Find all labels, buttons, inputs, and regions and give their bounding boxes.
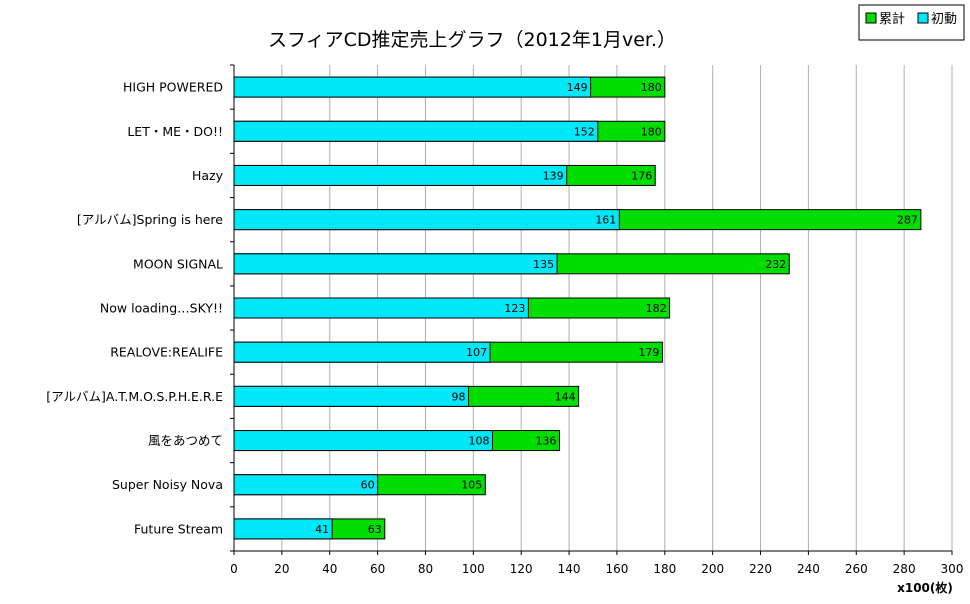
x-tick-label-300: 300 (941, 562, 964, 576)
x-tick-label-100: 100 (462, 562, 485, 576)
x-tick-label-180: 180 (653, 562, 676, 576)
bars (233, 76, 922, 540)
x-tick-label-240: 240 (797, 562, 820, 576)
x-tick-label-280: 280 (893, 562, 916, 576)
x-axis-unit-label: x100(枚) (897, 580, 953, 595)
data-label-first-week: 149 (567, 81, 588, 94)
data-label-total: 176 (631, 169, 652, 182)
bar-first-week (233, 209, 620, 231)
category-label: [アルバム]Spring is here (77, 212, 223, 227)
category-label: LET・ME・DO!! (127, 124, 223, 139)
x-tick-label-0: 0 (230, 562, 238, 576)
x-tick-label-60: 60 (370, 562, 385, 576)
bar-first-week (233, 474, 379, 496)
bar-first-week (233, 341, 491, 363)
category-label: HIGH POWERED (123, 80, 223, 95)
x-tick-label-20: 20 (274, 562, 289, 576)
chart-title: スフィアCD推定売上グラフ（2012年1月ver.） (268, 29, 676, 51)
category-label: MOON SIGNAL (133, 256, 223, 271)
category-label: [アルバム]A.T.M.O.S.P.H.E.R.E (46, 389, 223, 404)
category-label: Now loading…SKY!! (100, 301, 223, 316)
x-tick-label-200: 200 (701, 562, 724, 576)
data-label-total: 180 (641, 81, 662, 94)
data-label-first-week: 41 (315, 523, 329, 536)
data-label-first-week: 107 (466, 346, 487, 359)
x-tick-label-80: 80 (418, 562, 433, 576)
data-label-total: 63 (368, 523, 382, 536)
category-label: Future Stream (134, 521, 223, 536)
category-label: Hazy (192, 168, 224, 183)
bar-first-week (233, 164, 568, 186)
data-label-total: 136 (535, 435, 556, 448)
bar-first-week (233, 430, 493, 452)
x-tick-label-160: 160 (605, 562, 628, 576)
data-label-total: 144 (555, 390, 576, 403)
x-tick-label-40: 40 (322, 562, 337, 576)
legend-label-first-week: 初動 (931, 12, 957, 27)
legend-swatch-total (865, 12, 877, 24)
x-tick-label-140: 140 (558, 562, 581, 576)
category-label: 風をあつめて (148, 433, 223, 448)
bar-first-week (233, 120, 599, 142)
legend: 累計 初動 (858, 4, 965, 41)
data-label-first-week: 108 (468, 435, 489, 448)
data-label-first-week: 60 (361, 479, 375, 492)
labels: 0 20 40 60 80 100 120 140 160 180 200 220 240 260 280 3… (46, 80, 963, 576)
bar-first-week (233, 253, 558, 275)
data-label-total: 182 (646, 302, 667, 315)
category-label: REALOVE:REALIFE (110, 345, 223, 360)
data-label-first-week: 123 (504, 302, 525, 315)
data-label-total: 232 (765, 258, 786, 271)
axes (230, 64, 953, 555)
legend-label-total: 累計 (879, 11, 905, 27)
data-label-total: 287 (897, 214, 918, 227)
x-tick-label-220: 220 (749, 562, 772, 576)
bar-first-week (233, 385, 470, 407)
data-label-first-week: 139 (543, 169, 564, 182)
category-label: Super Noisy Nova (112, 477, 223, 492)
data-label-total: 105 (461, 479, 482, 492)
data-label-total: 180 (641, 125, 662, 138)
data-label-first-week: 152 (574, 125, 595, 138)
data-label-total: 179 (638, 346, 659, 359)
x-tick-label-260: 260 (845, 562, 868, 576)
legend-swatch-first-week (917, 12, 929, 24)
data-label-first-week: 98 (452, 390, 466, 403)
bar-first-week (233, 297, 529, 319)
bar-first-week (233, 76, 592, 98)
data-label-first-week: 135 (533, 258, 554, 271)
data-label-first-week: 161 (595, 214, 616, 227)
x-tick-label-120: 120 (510, 562, 533, 576)
